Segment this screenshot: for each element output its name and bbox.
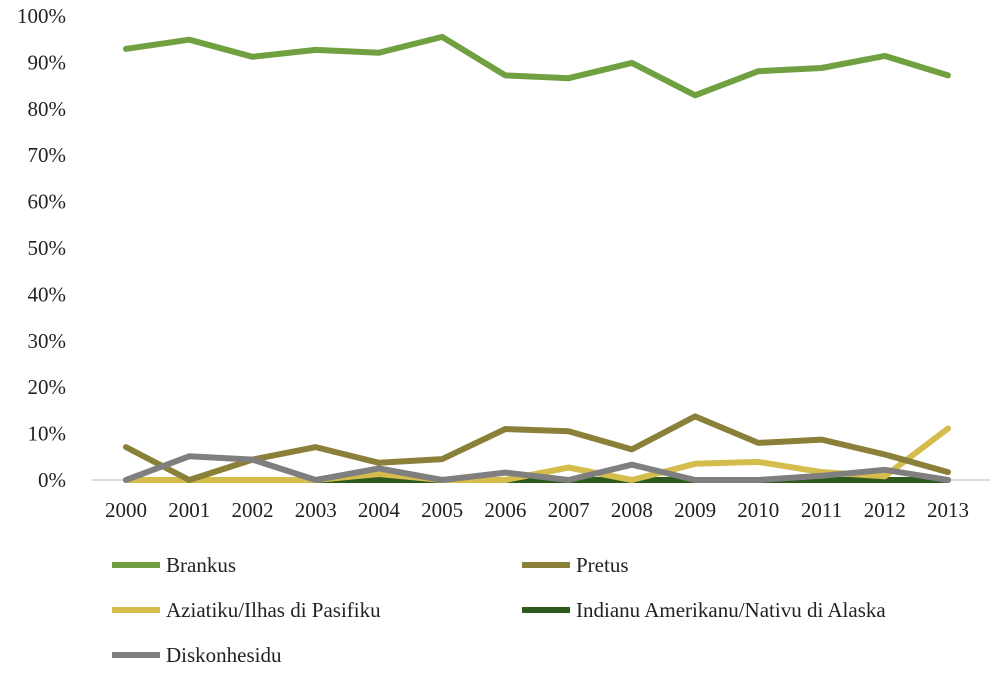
series-line-diskonhesidu xyxy=(123,453,951,483)
x-tick-label: 2011 xyxy=(801,498,842,522)
series-line-aziatiku-ilhas-di-pasifiku xyxy=(123,425,951,483)
legend: Brankus Pretus Aziatiku/Ilhas di Pasifiku I… xyxy=(112,553,886,667)
y-tick-label: 100% xyxy=(17,4,66,28)
legend-label: Indianu Amerikanu/Nativu di Alaska xyxy=(576,598,886,622)
x-tick-label: 2009 xyxy=(674,498,716,522)
y-tick-label: 40% xyxy=(28,282,67,306)
legend-label: Pretus xyxy=(576,553,629,577)
legend-label: Diskonhesidu xyxy=(166,643,282,667)
series-line-pretus xyxy=(123,413,951,483)
x-tick-label: 2005 xyxy=(421,498,463,522)
x-tick-label: 2006 xyxy=(484,498,526,522)
x-tick-label: 2013 xyxy=(927,498,969,522)
y-tick-label: 60% xyxy=(28,190,67,214)
y-tick-label: 50% xyxy=(28,236,67,260)
x-tick-label: 2008 xyxy=(611,498,653,522)
y-tick-label: 10% xyxy=(28,422,67,446)
x-tick-label: 2007 xyxy=(548,498,590,522)
x-axis-ticks: 2000 2001 2002 2003 2004 2005 2006 2007 2008 2009… xyxy=(105,498,969,522)
y-tick-label: 0% xyxy=(38,468,66,492)
x-tick-label: 2001 xyxy=(168,498,210,522)
x-tick-label: 2002 xyxy=(231,498,273,522)
y-tick-label: 70% xyxy=(28,143,67,167)
y-tick-label: 20% xyxy=(28,375,67,399)
x-tick-label: 2004 xyxy=(358,498,401,522)
x-tick-label: 2003 xyxy=(295,498,337,522)
y-axis-ticks: 0% 10% 20% 30% 40% 50% 60% 70% 80% 90% 100% xyxy=(17,4,66,492)
y-tick-label: 90% xyxy=(28,50,67,74)
y-tick-label: 30% xyxy=(28,329,67,353)
y-tick-label: 80% xyxy=(28,97,67,121)
series-lines xyxy=(123,33,951,483)
legend-label: Aziatiku/Ilhas di Pasifiku xyxy=(166,598,381,622)
legend-label: Brankus xyxy=(166,553,236,577)
x-tick-label: 2012 xyxy=(864,498,906,522)
x-tick-label: 2010 xyxy=(737,498,779,522)
series-line-brankus xyxy=(123,33,951,99)
x-tick-label: 2000 xyxy=(105,498,147,522)
